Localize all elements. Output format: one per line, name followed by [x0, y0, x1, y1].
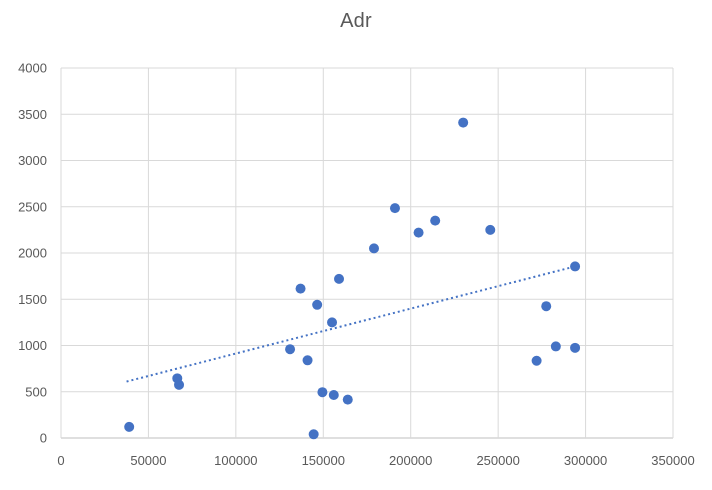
chart-title: Adr [340, 10, 372, 32]
data-point[interactable] [458, 117, 469, 128]
data-point[interactable] [308, 429, 319, 440]
x-tick-label: 250000 [476, 453, 519, 468]
data-point[interactable] [285, 344, 296, 355]
data-point[interactable] [334, 273, 345, 284]
data-point[interactable] [550, 341, 561, 352]
x-tick-label: 100000 [214, 453, 257, 468]
x-tick-label: 150000 [302, 453, 345, 468]
y-tick-label: 0 [40, 431, 47, 446]
data-point[interactable] [531, 355, 542, 366]
y-tick-label: 4000 [18, 61, 47, 76]
data-point[interactable] [295, 283, 306, 294]
data-point[interactable] [124, 421, 135, 432]
data-point[interactable] [302, 355, 313, 366]
data-point[interactable] [328, 389, 339, 400]
y-tick-label: 500 [25, 384, 47, 399]
data-point[interactable] [570, 261, 581, 272]
data-point[interactable] [570, 342, 581, 353]
data-point[interactable] [327, 317, 338, 328]
data-point[interactable] [541, 301, 552, 312]
data-point[interactable] [389, 203, 400, 214]
data-point[interactable] [485, 224, 496, 235]
data-point[interactable] [317, 387, 328, 398]
y-tick-label: 1000 [18, 338, 47, 353]
x-tick-label: 50000 [130, 453, 166, 468]
x-tick-label: 200000 [389, 453, 432, 468]
data-point[interactable] [312, 299, 323, 310]
data-point[interactable] [430, 215, 441, 226]
data-point[interactable] [342, 394, 353, 405]
y-tick-label: 3000 [18, 153, 47, 168]
x-tick-label: 350000 [651, 453, 694, 468]
trendline[interactable] [126, 265, 576, 383]
y-tick-label: 3500 [18, 107, 47, 122]
data-point[interactable] [174, 379, 185, 390]
y-tick-label: 2000 [18, 246, 47, 261]
x-tick-label: 300000 [564, 453, 607, 468]
y-tick-label: 1500 [18, 292, 47, 307]
y-tick-label: 2500 [18, 199, 47, 214]
data-point[interactable] [368, 243, 379, 254]
x-tick-label: 0 [57, 453, 64, 468]
data-point[interactable] [413, 227, 424, 238]
